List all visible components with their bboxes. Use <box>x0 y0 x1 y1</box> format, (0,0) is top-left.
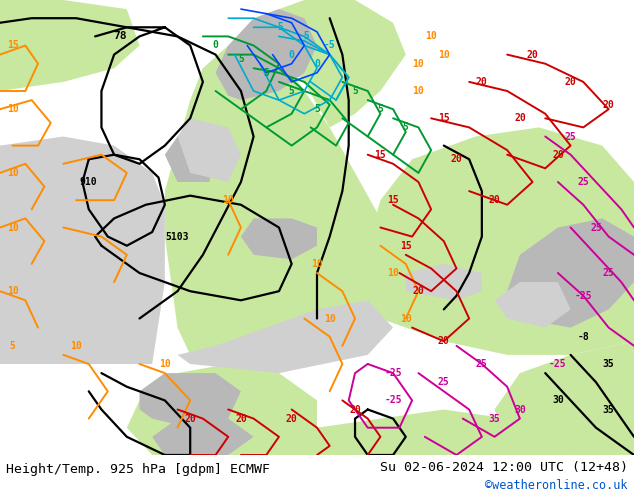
Polygon shape <box>139 373 241 428</box>
Text: 10: 10 <box>7 222 18 232</box>
Text: 35: 35 <box>603 405 614 415</box>
Text: 5: 5 <box>403 122 409 132</box>
Text: 20: 20 <box>451 154 462 164</box>
Text: 30: 30 <box>552 395 564 405</box>
Polygon shape <box>165 137 216 182</box>
Polygon shape <box>507 219 634 328</box>
Text: 10: 10 <box>70 341 82 351</box>
Text: -25: -25 <box>384 368 402 378</box>
Polygon shape <box>495 282 571 328</box>
Text: 10: 10 <box>7 286 18 296</box>
Polygon shape <box>165 36 393 373</box>
Text: 0: 0 <box>212 41 219 50</box>
Polygon shape <box>127 364 317 455</box>
Text: 20: 20 <box>413 286 424 296</box>
Polygon shape <box>254 0 406 127</box>
Text: 5: 5 <box>10 341 16 351</box>
Polygon shape <box>178 118 241 182</box>
Text: -5: -5 <box>273 23 285 32</box>
Text: 10: 10 <box>425 31 437 41</box>
Text: -5: -5 <box>324 41 335 50</box>
Text: 20: 20 <box>438 336 450 346</box>
Text: 20: 20 <box>565 77 576 87</box>
Polygon shape <box>178 300 393 373</box>
Text: 5: 5 <box>377 104 384 114</box>
Text: 20: 20 <box>349 405 361 415</box>
Text: 25: 25 <box>565 131 576 142</box>
Text: 5: 5 <box>288 86 295 96</box>
Text: 20: 20 <box>489 195 500 205</box>
Text: 5: 5 <box>314 104 320 114</box>
Text: 25: 25 <box>476 359 488 369</box>
Text: 25: 25 <box>603 268 614 278</box>
Text: 20: 20 <box>603 99 614 110</box>
Text: 15: 15 <box>375 150 386 160</box>
Text: 10: 10 <box>223 195 234 205</box>
Text: -25: -25 <box>574 291 592 301</box>
Text: 35: 35 <box>603 359 614 369</box>
Text: 25: 25 <box>578 177 589 187</box>
Text: -8: -8 <box>578 332 589 342</box>
Polygon shape <box>406 264 482 300</box>
Text: 25: 25 <box>438 377 450 387</box>
Text: 10: 10 <box>159 359 171 369</box>
Text: 20: 20 <box>184 414 196 423</box>
Polygon shape <box>152 418 254 455</box>
Text: 35: 35 <box>489 414 500 423</box>
Text: 5103: 5103 <box>165 232 190 242</box>
Text: 15: 15 <box>7 41 18 50</box>
Text: Height/Temp. 925 hPa [gdpm] ECMWF: Height/Temp. 925 hPa [gdpm] ECMWF <box>6 463 270 475</box>
Polygon shape <box>495 341 634 455</box>
Text: 20: 20 <box>527 49 538 60</box>
Text: 10: 10 <box>387 268 399 278</box>
Text: 910: 910 <box>80 177 98 187</box>
Text: 15: 15 <box>400 241 411 251</box>
Text: 78: 78 <box>113 31 127 41</box>
Text: 5: 5 <box>352 86 358 96</box>
Polygon shape <box>368 127 634 355</box>
Text: -5: -5 <box>299 31 310 41</box>
Text: 20: 20 <box>235 414 247 423</box>
Text: 30: 30 <box>514 405 526 415</box>
Text: 5: 5 <box>238 54 244 64</box>
Polygon shape <box>241 219 317 259</box>
Text: 10: 10 <box>7 168 18 178</box>
Polygon shape <box>0 0 139 91</box>
Text: 10: 10 <box>413 86 424 96</box>
Text: 10: 10 <box>324 314 335 323</box>
Text: 10: 10 <box>400 314 411 323</box>
Text: 0: 0 <box>314 59 320 69</box>
Text: -25: -25 <box>549 359 567 369</box>
Text: Su 02-06-2024 12:00 UTC (12+48): Su 02-06-2024 12:00 UTC (12+48) <box>380 461 628 474</box>
Text: 15: 15 <box>387 195 399 205</box>
Text: -25: -25 <box>384 395 402 405</box>
Text: 0: 0 <box>288 49 295 60</box>
Text: ©weatheronline.co.uk: ©weatheronline.co.uk <box>485 479 628 490</box>
Text: 10: 10 <box>413 59 424 69</box>
Text: 20: 20 <box>286 414 297 423</box>
Text: 20: 20 <box>552 150 564 160</box>
Text: 15: 15 <box>438 113 450 123</box>
Text: 10: 10 <box>438 49 450 60</box>
Text: 5: 5 <box>263 68 269 78</box>
Text: 20: 20 <box>514 113 526 123</box>
Text: 10: 10 <box>311 259 323 269</box>
Text: 25: 25 <box>590 222 602 232</box>
Text: 20: 20 <box>476 77 488 87</box>
Text: 10: 10 <box>7 104 18 114</box>
Polygon shape <box>0 137 165 364</box>
Polygon shape <box>216 9 317 100</box>
Polygon shape <box>266 410 571 455</box>
